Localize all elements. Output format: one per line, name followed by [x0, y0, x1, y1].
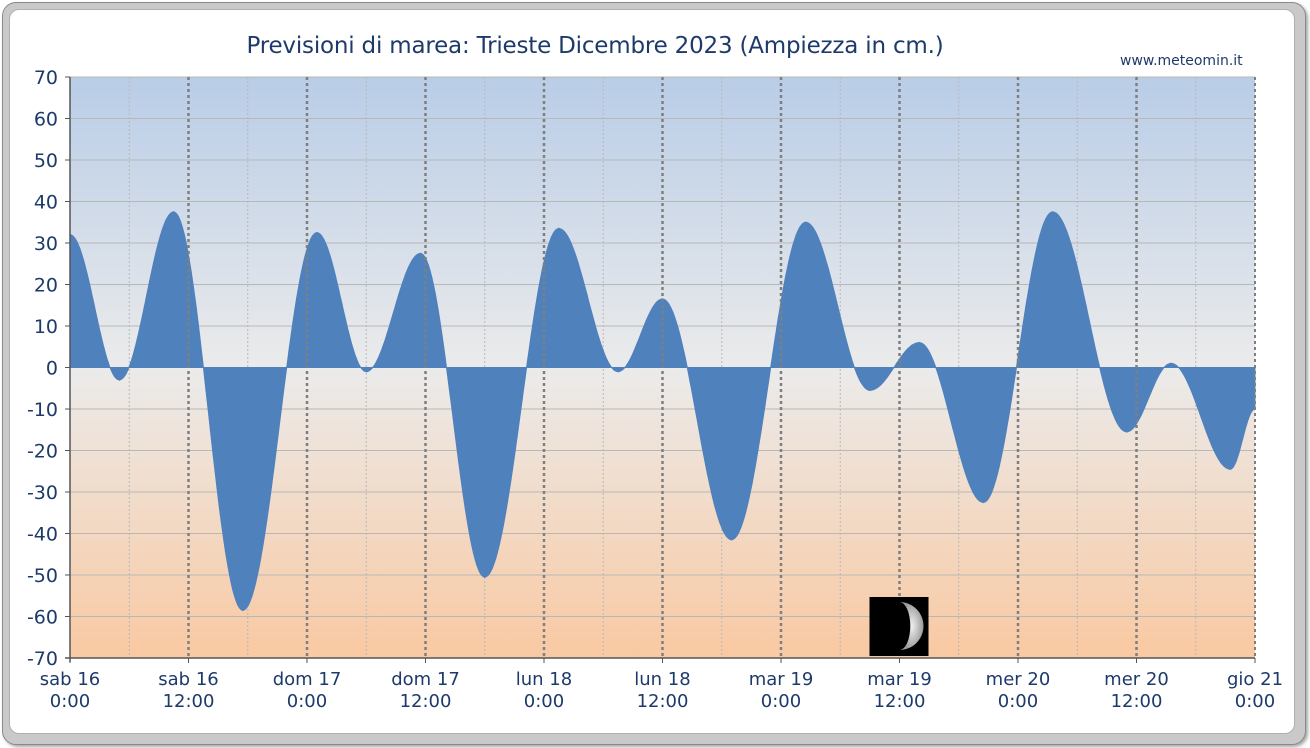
chart-title: Previsioni di marea: Trieste Dicembre 20… — [246, 33, 944, 59]
y-tick-label: -10 — [27, 399, 58, 421]
x-tick-time-label: 12:00 — [874, 691, 926, 712]
x-tick-day-label: lun 18 — [516, 669, 572, 690]
x-tick-time-label: 0:00 — [287, 691, 327, 712]
x-tick-time-label: 0:00 — [524, 691, 564, 712]
x-tick-time-label: 0:00 — [50, 691, 90, 712]
x-tick-day-label: dom 17 — [391, 669, 460, 690]
tide-point — [118, 379, 121, 381]
tide-point — [172, 211, 175, 213]
tide-point — [316, 231, 318, 234]
y-tick-label: 60 — [34, 109, 58, 131]
tide-point — [419, 252, 422, 255]
y-tick-label: 70 — [34, 67, 58, 89]
tide-point — [918, 341, 921, 344]
x-tick-time-label: 0:00 — [761, 691, 801, 712]
x-tick-time-label: 12:00 — [400, 691, 452, 712]
x-tick-day-label: lun 18 — [634, 669, 690, 690]
y-tick-label: 50 — [34, 150, 58, 172]
tide-point — [982, 501, 985, 504]
y-tick-label: -40 — [27, 524, 58, 546]
x-tick-day-label: dom 17 — [273, 669, 342, 690]
x-tick-day-label: mer 20 — [1104, 669, 1169, 690]
y-tick-label: 0 — [46, 358, 58, 380]
tide-point — [1051, 211, 1054, 213]
tide-point — [804, 221, 807, 224]
y-tick-label: -60 — [27, 607, 58, 629]
x-tick-day-label: sab 16 — [40, 669, 100, 690]
y-tick-label: 30 — [34, 233, 58, 255]
x-tick-time-label: 0:00 — [1235, 691, 1275, 712]
y-tick-label: -20 — [27, 441, 58, 463]
tide-point — [558, 227, 560, 230]
x-tick-time-label: 12:00 — [637, 691, 689, 712]
y-tick-label: 20 — [34, 275, 58, 297]
y-tick-label: 10 — [34, 316, 58, 338]
tide-point — [242, 609, 244, 612]
tide-point — [1125, 431, 1128, 433]
tide-point — [365, 370, 368, 373]
tide-point — [869, 389, 871, 392]
x-tick-day-label: mar 19 — [867, 669, 932, 690]
x-tick-day-label: sab 16 — [158, 669, 218, 690]
x-tick-time-label: 12:00 — [1111, 691, 1163, 712]
x-tick-time-label: 0:00 — [998, 691, 1038, 712]
x-tick-day-label: mer 20 — [986, 669, 1051, 690]
y-tick-label: 40 — [34, 192, 58, 214]
y-tick-label: -70 — [27, 648, 58, 670]
y-tick-label: -50 — [27, 565, 58, 587]
crescent-moon-icon — [869, 597, 929, 656]
tide-point — [730, 538, 733, 541]
x-tick-day-label: mar 19 — [749, 669, 814, 690]
y-tick-label: -30 — [27, 482, 58, 504]
x-tick-time-label: 12:00 — [163, 691, 215, 712]
tide-point — [1170, 362, 1172, 365]
tide-point — [1229, 468, 1232, 470]
tide-point — [483, 576, 486, 578]
source-credit: www.meteomin.it — [1120, 53, 1243, 69]
tide-point — [617, 370, 619, 373]
x-tick-day-label: gio 21 — [1227, 669, 1283, 690]
